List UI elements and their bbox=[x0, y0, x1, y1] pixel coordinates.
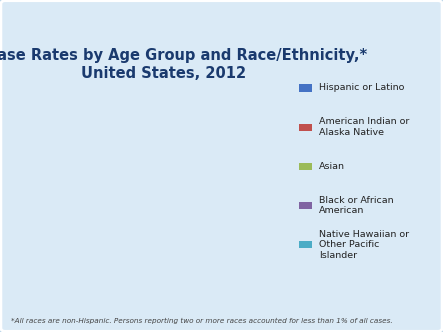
Bar bbox=[186, 217, 190, 262]
Bar bbox=[275, 226, 280, 262]
Bar bbox=[181, 251, 186, 262]
Bar bbox=[270, 240, 275, 262]
Text: Black or African
American: Black or African American bbox=[319, 196, 393, 215]
Text: American Indian or
Alaska Native: American Indian or Alaska Native bbox=[319, 118, 409, 137]
Bar bbox=[116, 252, 120, 262]
Bar bbox=[76, 255, 81, 262]
Bar bbox=[256, 223, 261, 262]
Bar bbox=[216, 241, 221, 262]
Text: Asian: Asian bbox=[319, 162, 345, 171]
Bar bbox=[136, 252, 141, 262]
Bar bbox=[66, 246, 71, 262]
Text: CDC: CDC bbox=[399, 300, 425, 310]
Bar bbox=[266, 139, 270, 262]
Bar bbox=[195, 223, 200, 262]
Bar bbox=[146, 226, 151, 262]
Text: Hispanic or Latino: Hispanic or Latino bbox=[319, 83, 404, 93]
Bar bbox=[111, 258, 116, 262]
Bar bbox=[101, 253, 106, 262]
Text: Native Hawaiian or
Other Pacific
Islander: Native Hawaiian or Other Pacific Islande… bbox=[319, 230, 409, 260]
Bar bbox=[230, 243, 235, 262]
Bar bbox=[190, 244, 195, 262]
Circle shape bbox=[373, 296, 407, 315]
Bar bbox=[151, 252, 155, 262]
Bar bbox=[62, 251, 66, 262]
Text: TB Case Rates by Age Group and Race/Ethnicity,*
United States, 2012: TB Case Rates by Age Group and Race/Ethn… bbox=[0, 48, 368, 81]
Bar bbox=[261, 221, 266, 262]
Bar bbox=[106, 253, 111, 262]
Bar bbox=[71, 256, 76, 262]
Bar bbox=[176, 247, 181, 262]
Bar bbox=[235, 217, 240, 262]
Bar bbox=[57, 257, 62, 262]
Text: *All races are non-Hispanic. Persons reporting two or more races accounted for l: *All races are non-Hispanic. Persons rep… bbox=[11, 318, 392, 324]
Bar bbox=[155, 230, 160, 262]
Y-axis label: Cases per 100,000: Cases per 100,000 bbox=[16, 138, 27, 230]
Bar bbox=[221, 240, 226, 262]
Bar bbox=[226, 204, 230, 262]
Bar bbox=[141, 249, 146, 262]
Bar bbox=[97, 260, 101, 262]
